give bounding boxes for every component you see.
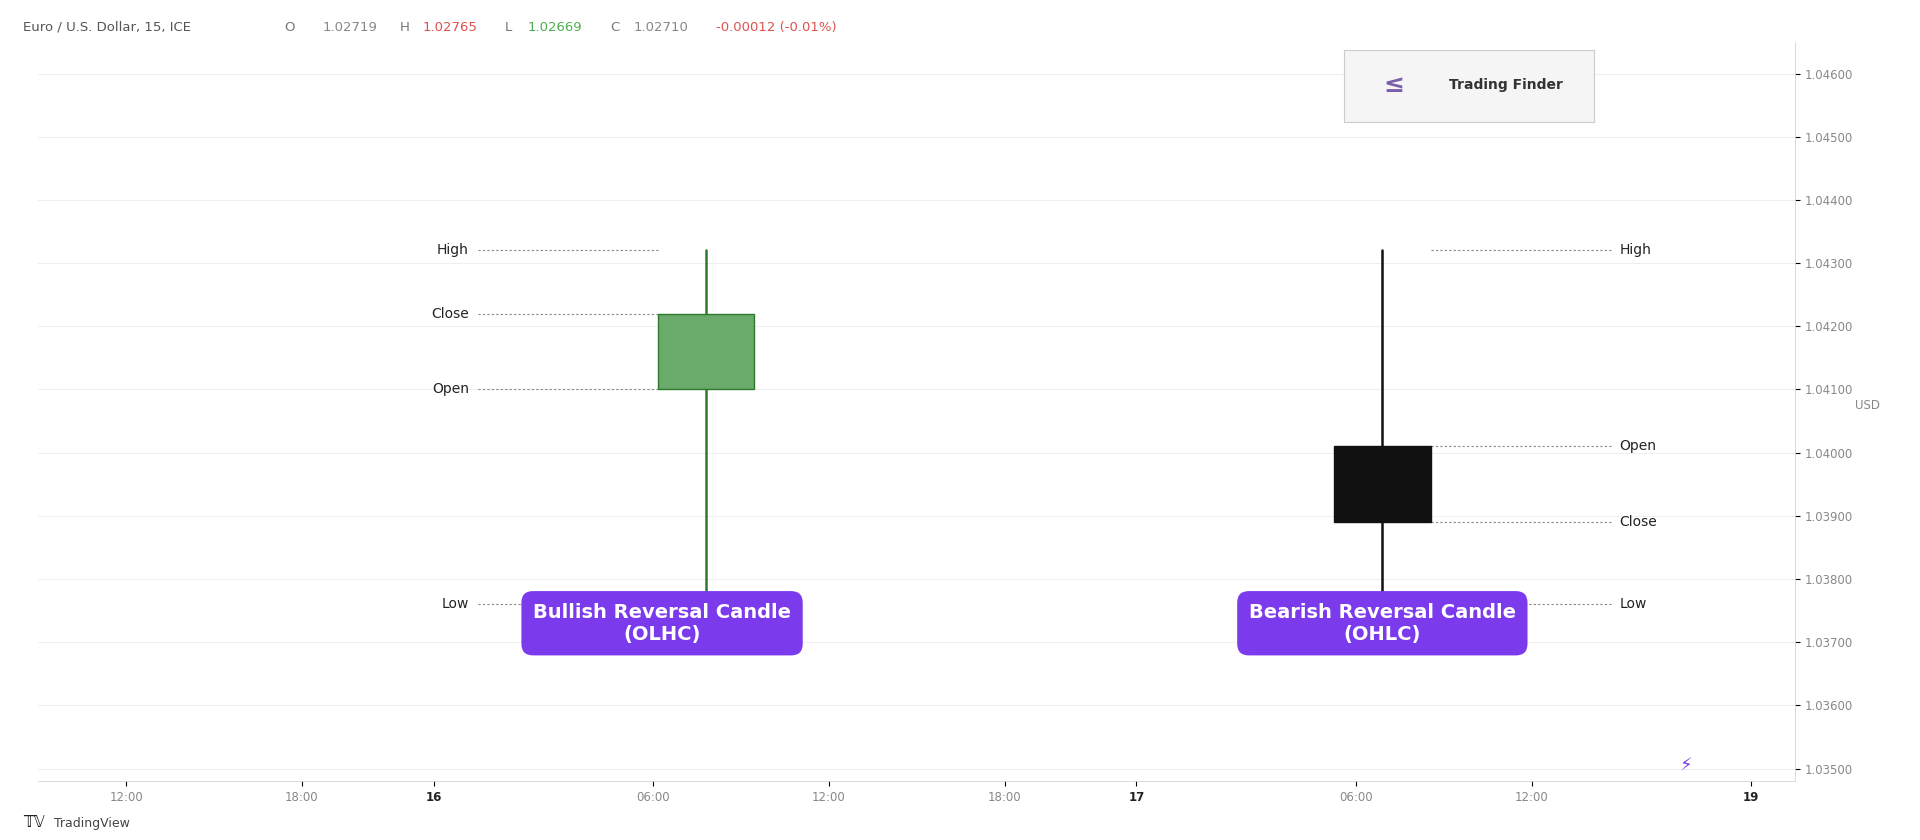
Text: -0.00012 (-0.01%): -0.00012 (-0.01%) <box>716 21 837 34</box>
Text: Bearish Reversal Candle
(OHLC): Bearish Reversal Candle (OHLC) <box>1248 603 1517 643</box>
Text: ⚡: ⚡ <box>1680 757 1692 775</box>
Text: 1.02710: 1.02710 <box>634 21 689 34</box>
Text: Euro / U.S. Dollar, 15, ICE: Euro / U.S. Dollar, 15, ICE <box>23 21 200 34</box>
Text: 1.02765: 1.02765 <box>422 21 478 34</box>
Bar <box>659 313 755 390</box>
Text: Low: Low <box>1620 597 1647 612</box>
Text: Close: Close <box>432 307 468 321</box>
Text: High: High <box>438 244 468 258</box>
Text: ≤: ≤ <box>1384 73 1404 97</box>
Text: Close: Close <box>1620 515 1657 529</box>
Text: Open: Open <box>432 382 468 396</box>
Bar <box>1334 446 1430 522</box>
Y-axis label: USD: USD <box>1855 399 1880 412</box>
Text: Low: Low <box>442 597 468 612</box>
Text: O: O <box>284 21 294 34</box>
Text: 𝕋𝕍: 𝕋𝕍 <box>23 815 44 830</box>
Text: Trading Finder: Trading Finder <box>1450 77 1563 92</box>
Text: C: C <box>611 21 620 34</box>
Text: High: High <box>1620 244 1651 258</box>
Text: Bullish Reversal Candle
(OLHC): Bullish Reversal Candle (OLHC) <box>534 603 791 643</box>
Text: 1.02719: 1.02719 <box>323 21 378 34</box>
Text: L: L <box>505 21 513 34</box>
Text: H: H <box>399 21 409 34</box>
Text: Open: Open <box>1620 439 1657 454</box>
Text: TradingView: TradingView <box>54 817 131 830</box>
Text: 1.02669: 1.02669 <box>528 21 582 34</box>
